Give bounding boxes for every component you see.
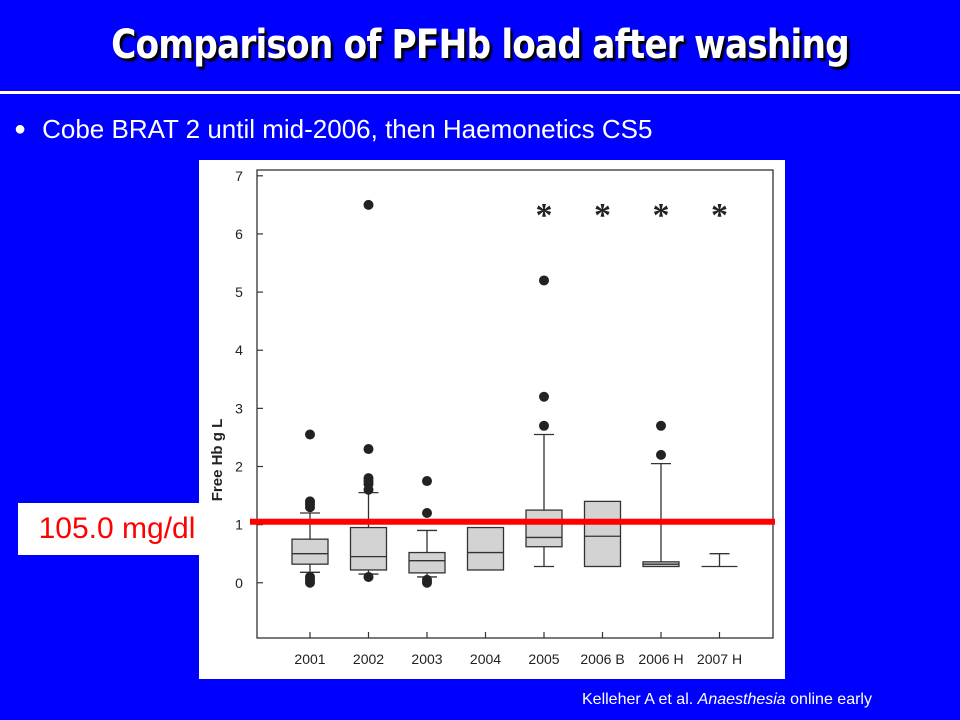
box-iqr bbox=[525, 509, 563, 548]
y-tick-label: 7 bbox=[235, 168, 243, 184]
significance-asterisk: * bbox=[711, 197, 728, 234]
outlier-point bbox=[656, 420, 666, 431]
slide-title: Comparison of PFHb load after washing bbox=[111, 22, 850, 68]
bullet-point: ● Cobe BRAT 2 until mid-2006, then Haemo… bbox=[14, 114, 652, 145]
outlier-point bbox=[539, 275, 549, 286]
outlier-point bbox=[363, 571, 374, 582]
axes-layer: 0 1 2 3 4 5 6 7 2001 2002 2003 2004 2005 2006 B 2006 H… bbox=[235, 168, 774, 667]
y-tick-label: 6 bbox=[235, 226, 243, 242]
citation-author: Kelleher A et al. bbox=[582, 691, 698, 708]
box-iqr bbox=[291, 538, 329, 565]
outlier-point bbox=[656, 449, 666, 460]
outlier-point bbox=[422, 574, 432, 585]
y-tick-label: 1 bbox=[235, 517, 243, 533]
box-iqr bbox=[466, 526, 505, 571]
outlier-point bbox=[539, 420, 549, 431]
x-tick-label: 2006 B bbox=[580, 651, 624, 667]
significance-asterisk: * bbox=[536, 197, 553, 234]
boxplot-figure: 0 1 2 3 4 5 6 7 2001 2002 2003 2004 2005 2006 B 2006 H… bbox=[199, 160, 785, 679]
significance-asterisk: * bbox=[594, 197, 611, 234]
outlier-point bbox=[363, 473, 374, 484]
x-tick-label: 2002 bbox=[353, 651, 384, 667]
citation-journal: Anaesthesia bbox=[697, 691, 786, 708]
x-tick-label: 2007 H bbox=[697, 651, 742, 667]
x-tick-label: 2004 bbox=[470, 651, 501, 667]
boxes-layer bbox=[291, 433, 738, 578]
y-tick-label: 0 bbox=[235, 575, 243, 591]
threshold-label: 105.0 mg/dl bbox=[18, 503, 216, 555]
y-tick-label: 4 bbox=[235, 342, 243, 358]
y-axis-label: Free Hb g L bbox=[209, 419, 226, 502]
x-tick-label: 2005 bbox=[528, 651, 559, 667]
plot-frame bbox=[256, 169, 774, 639]
y-tick-label: 2 bbox=[235, 458, 243, 474]
y-tick-label: 3 bbox=[235, 400, 243, 416]
x-tick-label: 2001 bbox=[294, 651, 325, 667]
citation-rest: online early bbox=[785, 691, 872, 708]
boxplot-chart: 0 1 2 3 4 5 6 7 2001 2002 2003 2004 2005 2006 B 2006 H… bbox=[209, 168, 774, 667]
outlier-point bbox=[422, 476, 432, 487]
y-tick-label: 5 bbox=[235, 284, 243, 300]
outlier-point bbox=[363, 444, 374, 455]
significance-asterisk: * bbox=[653, 197, 670, 234]
outlier-point bbox=[305, 496, 315, 507]
outlier-point bbox=[363, 199, 374, 210]
box-iqr bbox=[349, 526, 388, 571]
outlier-point bbox=[305, 571, 315, 582]
bullet-text: Cobe BRAT 2 until mid-2006, then Haemone… bbox=[42, 114, 653, 144]
x-tick-label: 2006 H bbox=[638, 651, 683, 667]
box-iqr bbox=[408, 551, 446, 574]
x-tick-label: 2003 bbox=[411, 651, 442, 667]
outlier-point bbox=[305, 429, 315, 440]
box-iqr bbox=[583, 500, 622, 568]
title-divider bbox=[0, 91, 960, 94]
bullet-dot-icon: ● bbox=[14, 118, 27, 140]
marks-layer: * * * * bbox=[305, 197, 728, 588]
outlier-point bbox=[422, 508, 432, 519]
outlier-point bbox=[539, 391, 549, 402]
citation: Kelleher A et al. Anaesthesia online ear… bbox=[582, 691, 872, 709]
